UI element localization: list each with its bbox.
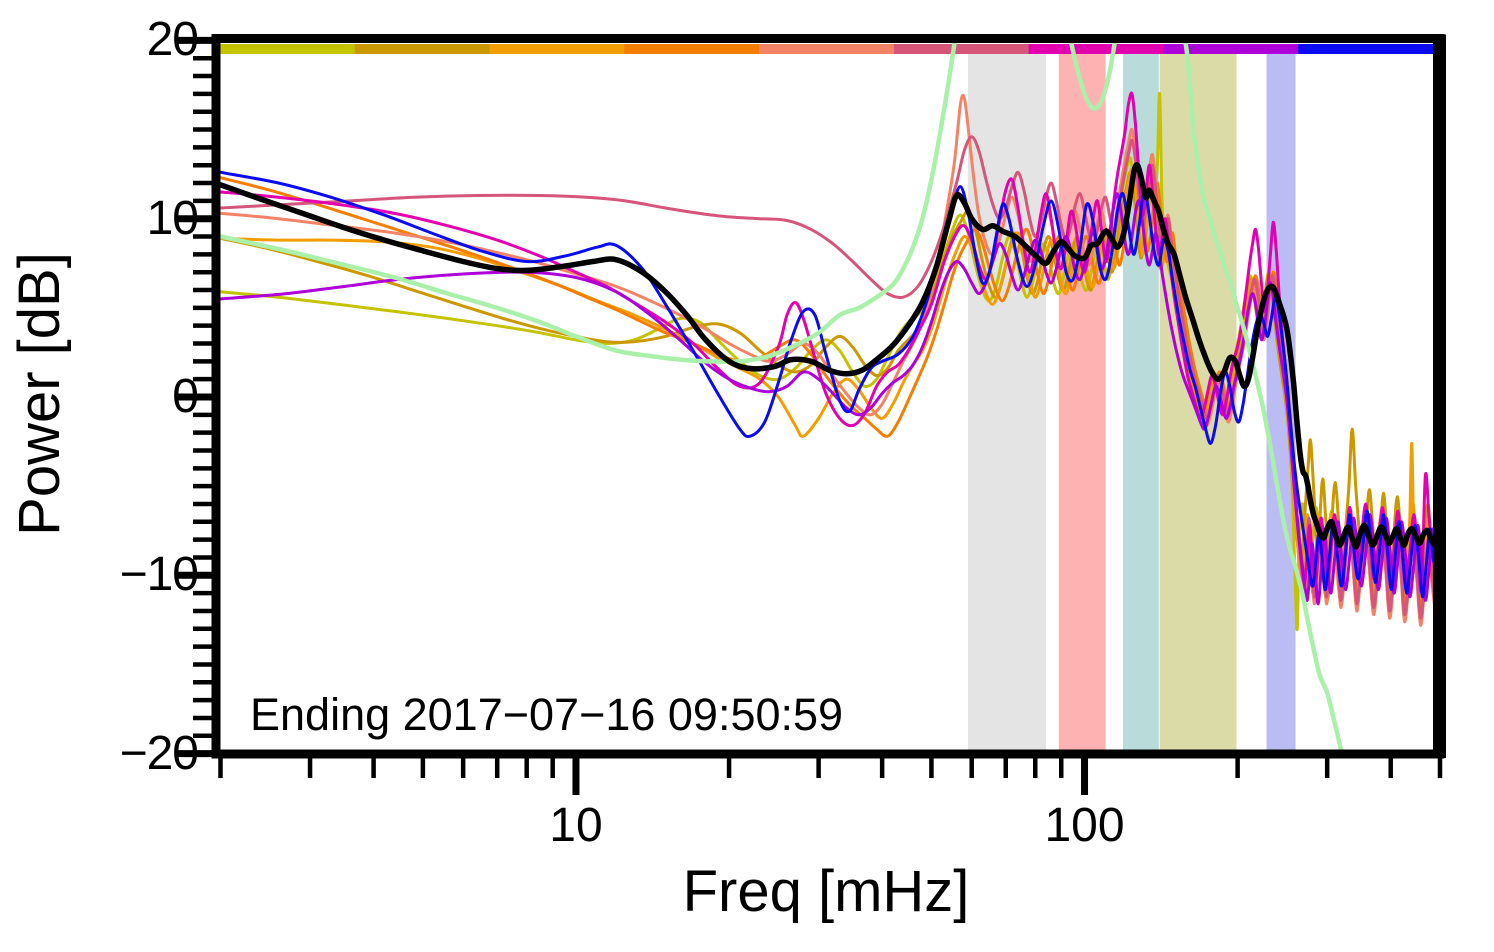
ending-time-annotation: Ending 2017−07−16 09:50:59: [250, 689, 844, 740]
band-pink: [1058, 53, 1106, 750]
y-tick-label--10: −10: [119, 548, 199, 602]
colorbar-segment-rose: [893, 44, 1030, 54]
colorbar-segment-magenta: [1028, 44, 1165, 54]
y-tick-label-10: 10: [146, 191, 199, 245]
spectrum-salmon: [219, 93, 1440, 627]
x-tick-label-100: 100: [1044, 799, 1125, 852]
spectrum-yellow-green: [219, 92, 1440, 632]
colorbar-segment-yellow-green: [220, 44, 356, 54]
x-tick-label-10: 10: [549, 799, 603, 852]
band-lavender: [1266, 53, 1296, 750]
colorbar-segment-salmon: [759, 44, 895, 54]
band-gray: [967, 53, 1047, 750]
colorbar-segment-orange: [489, 44, 625, 54]
spectrum-pale-green: [218, 38, 1345, 754]
y-tick-label--20: −20: [119, 726, 199, 780]
colorbar-segment-blue: [1298, 44, 1434, 54]
spectrum-mean-black: [217, 162, 1440, 550]
spectrum-blue: [219, 170, 1440, 599]
colorbar-segment-purple: [1163, 44, 1299, 54]
colorbar-segment-dark-orange: [624, 44, 760, 54]
colorbar-segment-gold: [354, 44, 491, 54]
y-tick-label-0: 0: [172, 370, 199, 423]
y-tick-label-20: 20: [146, 13, 199, 67]
x-axis-title: Freq [mHz]: [682, 859, 970, 924]
